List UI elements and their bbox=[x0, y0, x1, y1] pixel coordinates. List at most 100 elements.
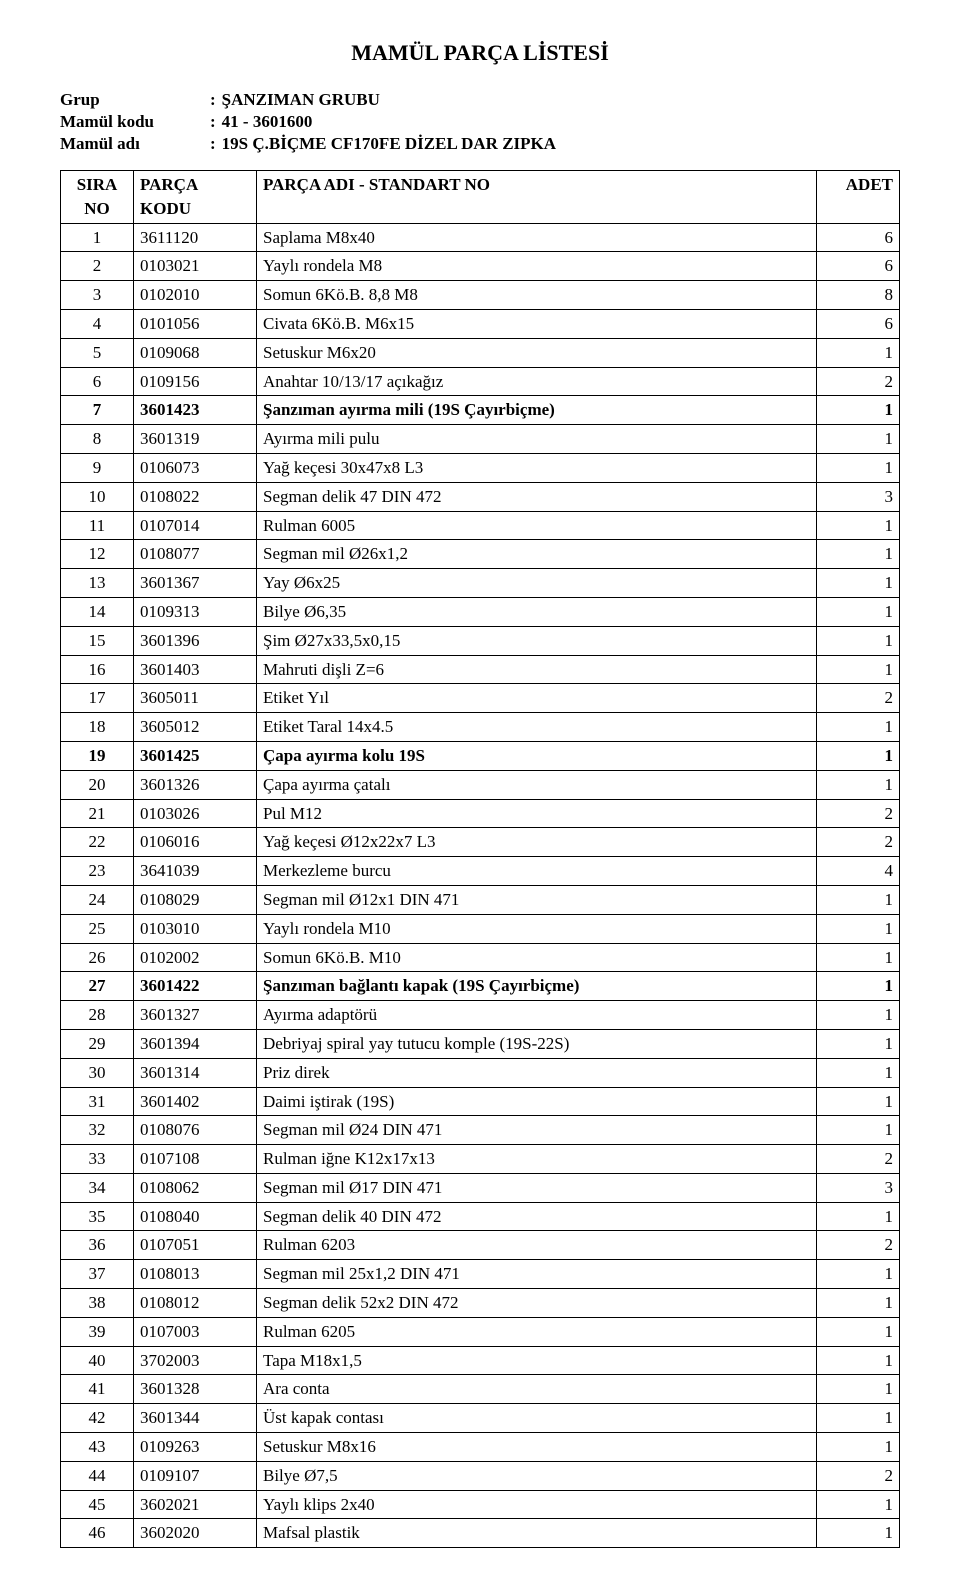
cell-parca-adi: Üst kapak contası bbox=[257, 1404, 817, 1433]
cell-sira-no: 35 bbox=[61, 1202, 134, 1231]
cell-sira-no: 33 bbox=[61, 1145, 134, 1174]
cell-adet: 1 bbox=[817, 1202, 900, 1231]
cell-sira-no: 10 bbox=[61, 482, 134, 511]
header-parca-adi: PARÇA ADI - STANDART NO bbox=[257, 171, 817, 224]
cell-adet: 1 bbox=[817, 540, 900, 569]
cell-adet: 1 bbox=[817, 453, 900, 482]
meta-block: Grup : ŞANZIMAN GRUBU Mamül kodu : 41 - … bbox=[60, 90, 900, 154]
cell-parca-kodu: 3602020 bbox=[134, 1519, 257, 1548]
cell-parca-adi: Mahruti dişli Z=6 bbox=[257, 655, 817, 684]
cell-sira-no: 15 bbox=[61, 626, 134, 655]
cell-sira-no: 7 bbox=[61, 396, 134, 425]
cell-sira-no: 45 bbox=[61, 1490, 134, 1519]
cell-adet: 2 bbox=[817, 1231, 900, 1260]
cell-parca-adi: Çapa ayırma kolu 19S bbox=[257, 741, 817, 770]
table-row: 90106073Yağ keçesi 30x47x8 L31 bbox=[61, 453, 900, 482]
cell-parca-adi: Segman mil 25x1,2 DIN 471 bbox=[257, 1260, 817, 1289]
cell-parca-kodu: 3601314 bbox=[134, 1058, 257, 1087]
cell-adet: 1 bbox=[817, 943, 900, 972]
meta-sep: : bbox=[210, 112, 222, 132]
table-row: 220106016Yağ keçesi Ø12x22x7 L32 bbox=[61, 828, 900, 857]
table-row: 140109313Bilye Ø6,351 bbox=[61, 597, 900, 626]
cell-parca-kodu: 0103026 bbox=[134, 799, 257, 828]
cell-parca-adi: Segman mil Ø24 DIN 471 bbox=[257, 1116, 817, 1145]
cell-parca-adi: Saplama M8x40 bbox=[257, 223, 817, 252]
table-row: 110107014Rulman 60051 bbox=[61, 511, 900, 540]
table-row: 100108022Segman delik 47 DIN 4723 bbox=[61, 482, 900, 511]
cell-parca-adi: Segman delik 40 DIN 472 bbox=[257, 1202, 817, 1231]
cell-parca-kodu: 0107051 bbox=[134, 1231, 257, 1260]
meta-label-grup: Grup bbox=[60, 90, 210, 110]
table-row: 183605012Etiket Taral 14x4.51 bbox=[61, 713, 900, 742]
table-row: 60109156Anahtar 10/13/17 açıkağız2 bbox=[61, 367, 900, 396]
cell-sira-no: 40 bbox=[61, 1346, 134, 1375]
cell-parca-kodu: 3702003 bbox=[134, 1346, 257, 1375]
parts-table: SIRA NO PARÇA KODU PARÇA ADI - STANDART … bbox=[60, 170, 900, 1548]
table-row: 233641039Merkezleme burcu4 bbox=[61, 857, 900, 886]
cell-adet: 1 bbox=[817, 1029, 900, 1058]
table-row: 330107108Rulman iğne K12x17x132 bbox=[61, 1145, 900, 1174]
table-row: 340108062Segman mil Ø17 DIN 4713 bbox=[61, 1173, 900, 1202]
cell-parca-kodu: 0108077 bbox=[134, 540, 257, 569]
cell-adet: 1 bbox=[817, 1087, 900, 1116]
cell-parca-kodu: 0108012 bbox=[134, 1289, 257, 1318]
cell-parca-adi: Yaylı klips 2x40 bbox=[257, 1490, 817, 1519]
cell-adet: 1 bbox=[817, 626, 900, 655]
cell-sira-no: 22 bbox=[61, 828, 134, 857]
cell-adet: 1 bbox=[817, 655, 900, 684]
cell-sira-no: 28 bbox=[61, 1001, 134, 1030]
table-row: 370108013Segman mil 25x1,2 DIN 4711 bbox=[61, 1260, 900, 1289]
cell-adet: 1 bbox=[817, 1289, 900, 1318]
table-row: 260102002Somun 6Kö.B. M101 bbox=[61, 943, 900, 972]
cell-parca-adi: Etiket Yıl bbox=[257, 684, 817, 713]
cell-parca-kodu: 0108013 bbox=[134, 1260, 257, 1289]
cell-adet: 1 bbox=[817, 1116, 900, 1145]
cell-adet: 1 bbox=[817, 741, 900, 770]
cell-sira-no: 34 bbox=[61, 1173, 134, 1202]
meta-sep: : bbox=[210, 90, 222, 110]
cell-sira-no: 20 bbox=[61, 770, 134, 799]
cell-parca-kodu: 0108062 bbox=[134, 1173, 257, 1202]
cell-parca-adi: Somun 6Kö.B. M10 bbox=[257, 943, 817, 972]
cell-adet: 1 bbox=[817, 1058, 900, 1087]
meta-value-grup: ŞANZIMAN GRUBU bbox=[222, 90, 380, 110]
cell-parca-adi: Rulman 6005 bbox=[257, 511, 817, 540]
cell-parca-kodu: 0103010 bbox=[134, 914, 257, 943]
cell-sira-no: 26 bbox=[61, 943, 134, 972]
cell-adet: 1 bbox=[817, 1317, 900, 1346]
cell-parca-adi: Rulman 6203 bbox=[257, 1231, 817, 1260]
cell-sira-no: 8 bbox=[61, 425, 134, 454]
cell-sira-no: 46 bbox=[61, 1519, 134, 1548]
table-row: 303601314Priz direk1 bbox=[61, 1058, 900, 1087]
cell-parca-adi: Tapa M18x1,5 bbox=[257, 1346, 817, 1375]
cell-parca-adi: Bilye Ø6,35 bbox=[257, 597, 817, 626]
cell-parca-kodu: 0109263 bbox=[134, 1433, 257, 1462]
cell-sira-no: 5 bbox=[61, 338, 134, 367]
cell-sira-no: 30 bbox=[61, 1058, 134, 1087]
cell-parca-kodu: 3641039 bbox=[134, 857, 257, 886]
cell-sira-no: 39 bbox=[61, 1317, 134, 1346]
cell-parca-adi: Daimi iştirak (19S) bbox=[257, 1087, 817, 1116]
cell-adet: 1 bbox=[817, 425, 900, 454]
cell-parca-kodu: 3601403 bbox=[134, 655, 257, 684]
table-row: 380108012Segman delik 52x2 DIN 4721 bbox=[61, 1289, 900, 1318]
table-row: 163601403Mahruti dişli Z=61 bbox=[61, 655, 900, 684]
cell-sira-no: 36 bbox=[61, 1231, 134, 1260]
table-row: 413601328Ara conta1 bbox=[61, 1375, 900, 1404]
cell-parca-adi: Yaylı rondela M8 bbox=[257, 252, 817, 281]
cell-parca-adi: Şim Ø27x33,5x0,15 bbox=[257, 626, 817, 655]
cell-parca-adi: Merkezleme burcu bbox=[257, 857, 817, 886]
cell-sira-no: 16 bbox=[61, 655, 134, 684]
cell-adet: 1 bbox=[817, 1260, 900, 1289]
header-parca-kodu: PARÇA KODU bbox=[134, 171, 257, 224]
cell-parca-kodu: 3601402 bbox=[134, 1087, 257, 1116]
cell-sira-no: 24 bbox=[61, 885, 134, 914]
table-body: 13611120Saplama M8x40620103021Yaylı rond… bbox=[61, 223, 900, 1548]
cell-parca-kodu: 0102010 bbox=[134, 281, 257, 310]
cell-parca-adi: Segman mil Ø12x1 DIN 471 bbox=[257, 885, 817, 914]
cell-parca-adi: Somun 6Kö.B. 8,8 M8 bbox=[257, 281, 817, 310]
cell-parca-kodu: 0106073 bbox=[134, 453, 257, 482]
cell-parca-kodu: 3605012 bbox=[134, 713, 257, 742]
cell-adet: 1 bbox=[817, 1001, 900, 1030]
cell-parca-kodu: 3611120 bbox=[134, 223, 257, 252]
